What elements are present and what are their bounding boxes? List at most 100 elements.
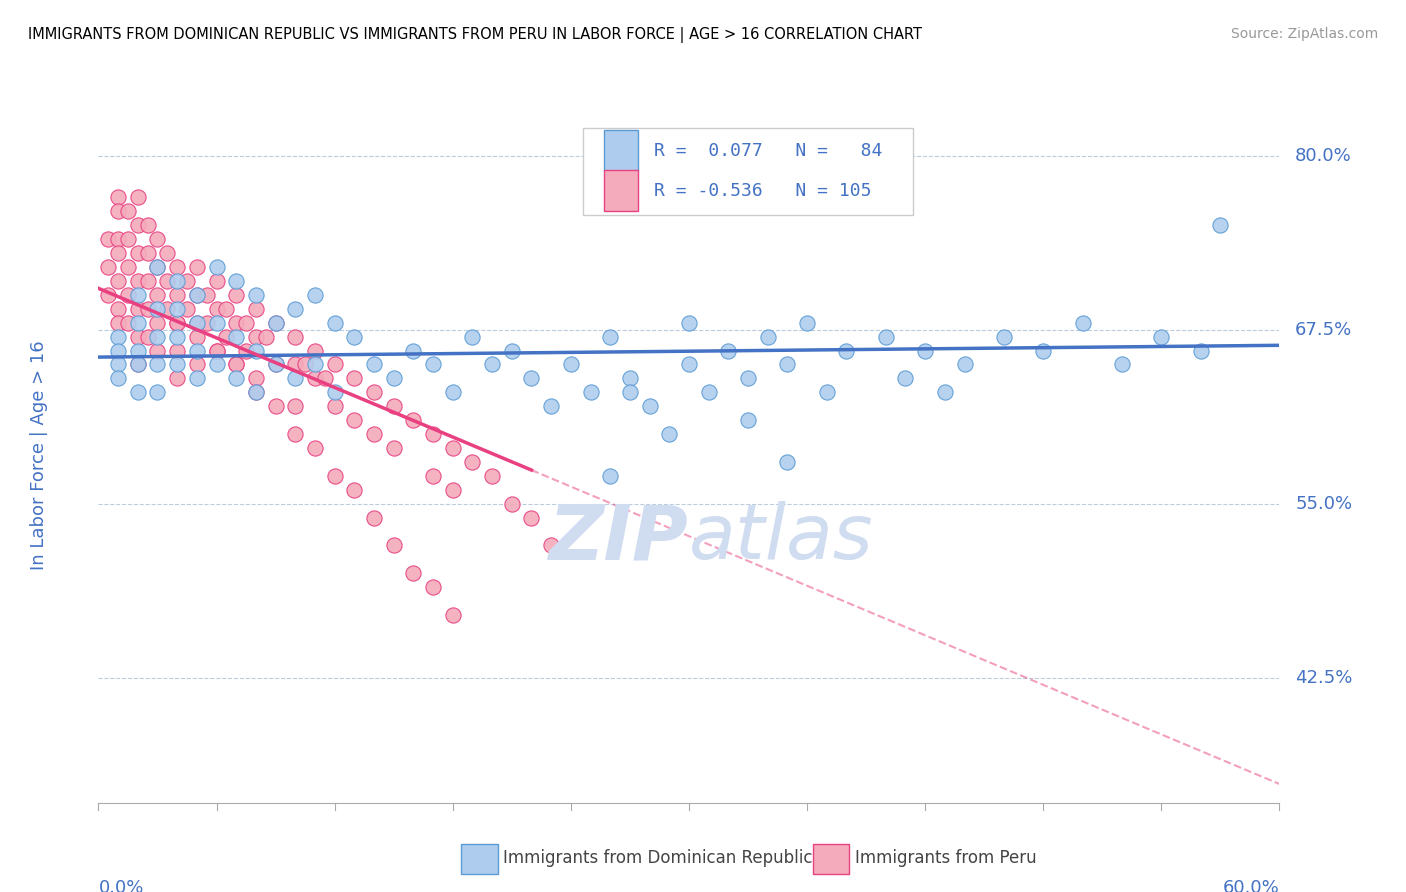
Point: [441, 483, 464, 497]
Point: [697, 385, 720, 400]
Point: [402, 343, 425, 358]
Point: [107, 316, 129, 330]
Point: [245, 288, 267, 302]
Point: [382, 441, 405, 455]
Text: ZIP: ZIP: [550, 501, 689, 575]
Point: [186, 343, 208, 358]
Point: [117, 260, 139, 274]
Point: [323, 468, 346, 483]
Point: [166, 301, 188, 316]
Point: [914, 343, 936, 358]
Point: [619, 385, 641, 400]
Point: [815, 385, 838, 400]
Point: [205, 301, 228, 316]
Point: [107, 190, 129, 204]
Text: atlas: atlas: [689, 501, 873, 575]
Point: [245, 371, 267, 385]
Point: [481, 358, 503, 372]
Point: [1111, 358, 1133, 372]
Point: [127, 385, 149, 400]
Point: [284, 399, 307, 413]
Point: [107, 371, 129, 385]
Point: [1209, 219, 1232, 233]
Point: [166, 260, 188, 274]
Point: [176, 274, 198, 288]
Point: [343, 413, 366, 427]
Point: [146, 260, 169, 274]
Text: Immigrants from Dominican Republic: Immigrants from Dominican Republic: [503, 849, 813, 867]
Point: [186, 358, 208, 372]
Point: [146, 232, 169, 246]
Point: [166, 329, 188, 343]
Point: [560, 358, 582, 372]
Point: [520, 371, 543, 385]
Point: [264, 316, 287, 330]
Point: [186, 371, 208, 385]
Point: [186, 316, 208, 330]
Point: [205, 260, 228, 274]
Point: [304, 288, 326, 302]
Point: [284, 358, 307, 372]
Point: [176, 301, 198, 316]
Point: [225, 329, 247, 343]
Point: [599, 329, 621, 343]
Point: [254, 329, 277, 343]
Point: [461, 455, 484, 469]
Point: [520, 510, 543, 524]
Point: [107, 246, 129, 260]
Point: [166, 316, 188, 330]
Point: [382, 399, 405, 413]
Point: [117, 204, 139, 219]
Point: [314, 371, 336, 385]
Point: [127, 316, 149, 330]
Point: [166, 358, 188, 372]
Point: [501, 343, 523, 358]
Point: [205, 358, 228, 372]
Point: [756, 329, 779, 343]
Point: [363, 510, 385, 524]
Point: [215, 329, 238, 343]
Point: [186, 288, 208, 302]
Point: [166, 274, 188, 288]
Point: [382, 538, 405, 552]
Point: [835, 343, 858, 358]
Point: [441, 385, 464, 400]
Point: [107, 329, 129, 343]
Point: [284, 427, 307, 442]
Point: [146, 329, 169, 343]
Point: [127, 246, 149, 260]
Point: [107, 343, 129, 358]
Point: [127, 301, 149, 316]
Point: [1032, 343, 1054, 358]
Point: [343, 329, 366, 343]
Point: [146, 385, 169, 400]
Point: [343, 483, 366, 497]
Point: [402, 413, 425, 427]
Text: 0.0%: 0.0%: [98, 880, 143, 892]
Point: [136, 246, 159, 260]
Point: [323, 316, 346, 330]
Point: [245, 385, 267, 400]
Point: [1150, 329, 1173, 343]
Point: [97, 260, 120, 274]
Point: [107, 301, 129, 316]
FancyBboxPatch shape: [605, 130, 638, 171]
Point: [993, 329, 1015, 343]
FancyBboxPatch shape: [605, 170, 638, 211]
Point: [205, 316, 228, 330]
Point: [717, 343, 740, 358]
Point: [225, 274, 247, 288]
Point: [127, 219, 149, 233]
Point: [264, 399, 287, 413]
Point: [422, 358, 444, 372]
Point: [540, 538, 562, 552]
Point: [264, 316, 287, 330]
Text: 60.0%: 60.0%: [1223, 880, 1279, 892]
Point: [245, 301, 267, 316]
Point: [619, 371, 641, 385]
Point: [264, 358, 287, 372]
Point: [776, 455, 799, 469]
Point: [658, 427, 681, 442]
Point: [678, 358, 700, 372]
Point: [737, 371, 759, 385]
